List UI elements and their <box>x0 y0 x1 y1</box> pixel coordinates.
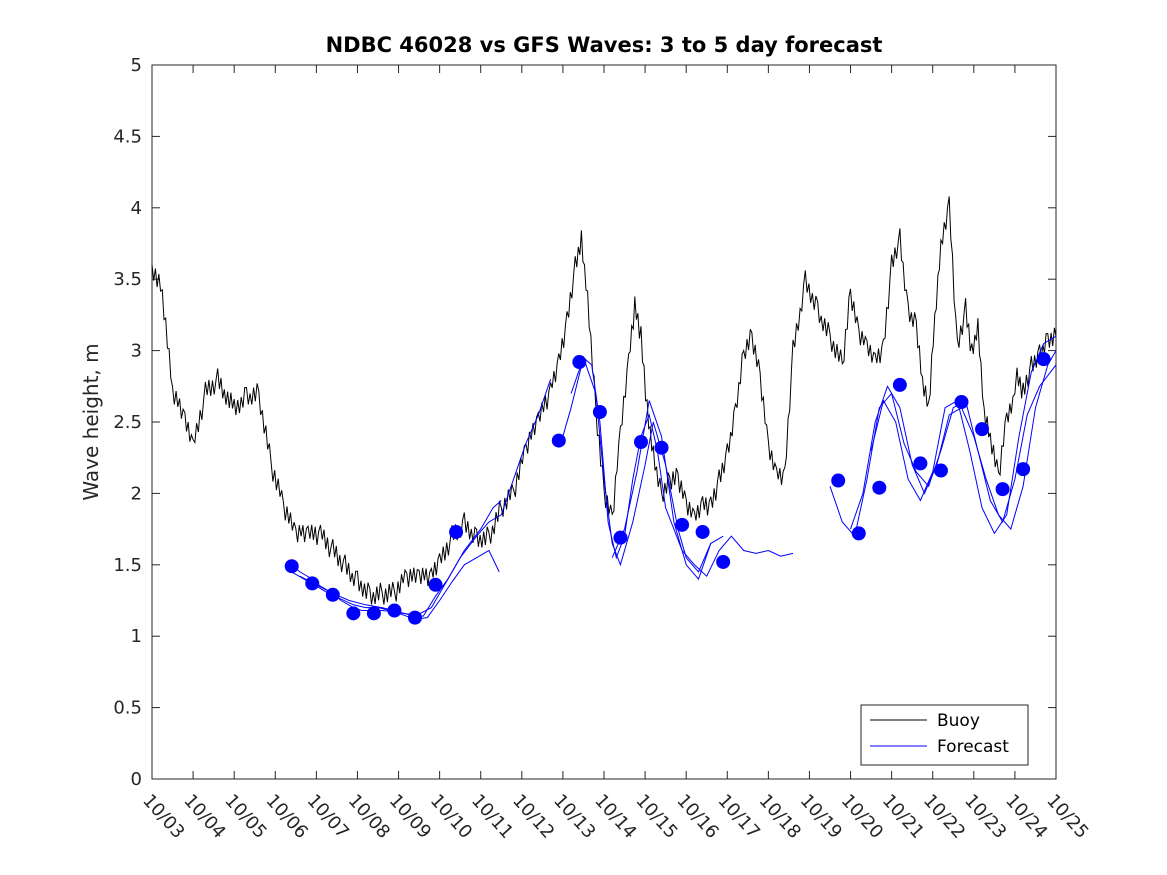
x-tick-label: 10/06 <box>262 790 312 843</box>
forecast-marker <box>284 559 299 574</box>
x-tick-label: 10/25 <box>1042 790 1092 843</box>
x-tick-label: 10/23 <box>960 790 1010 843</box>
series-forecast-line <box>611 400 712 581</box>
legend-forecast-label: Forecast <box>937 737 1009 757</box>
x-tick-label: 10/15 <box>631 790 681 843</box>
y-tick-label: 0.5 <box>113 698 142 719</box>
forecast-marker <box>695 524 710 539</box>
y-tick-label: 3.5 <box>113 269 142 290</box>
forecast-marker <box>305 576 320 591</box>
series-forecast-line <box>500 379 552 515</box>
forecast-marker <box>449 524 464 539</box>
x-tick-label: 10/09 <box>385 790 435 843</box>
marker-layer <box>284 352 1051 625</box>
y-tick-label: 1.5 <box>113 555 142 576</box>
forecast-marker <box>831 473 846 488</box>
legend: Buoy Forecast <box>860 704 1029 766</box>
x-tick-label: 10/14 <box>590 790 640 843</box>
series-forecast-line <box>829 364 1057 538</box>
x-tick-label: 10/18 <box>755 790 805 843</box>
x-tick-label: 10/16 <box>672 790 722 843</box>
x-tick-label: 10/19 <box>796 790 846 843</box>
forecast-marker <box>366 606 381 621</box>
forecast-marker <box>572 355 587 370</box>
y-tick-label: 0 <box>131 769 142 790</box>
y-axis: 0 0.5 1 1.5 2 2.5 3 3.5 4 4.5 5 <box>113 55 1056 790</box>
x-tick-label: 10/10 <box>426 790 476 843</box>
chart-title: NDBC 46028 vs GFS Waves: 3 to 5 day fore… <box>326 33 883 57</box>
forecast-marker <box>346 606 361 621</box>
forecast-marker <box>613 530 628 545</box>
forecast-marker <box>325 587 340 602</box>
forecast-marker <box>387 603 402 618</box>
x-tick-label: 10/07 <box>303 790 353 843</box>
forecast-marker <box>975 422 990 437</box>
x-tick-label: 10/11 <box>467 790 517 843</box>
series-buoy-line <box>151 196 1057 605</box>
forecast-marker <box>995 482 1010 497</box>
legend-buoy-label: Buoy <box>937 711 980 731</box>
x-tick-label: 10/13 <box>549 790 599 843</box>
forecast-marker <box>851 526 866 541</box>
x-tick-label: 10/17 <box>714 790 764 843</box>
x-tick-label: 10/20 <box>837 790 887 843</box>
series-forecast-line <box>870 335 1057 535</box>
y-tick-label: 1 <box>131 626 142 647</box>
forecast-marker <box>1036 352 1051 367</box>
y-axis-label: Wave height, m <box>79 343 103 500</box>
forecast-marker <box>1016 462 1031 477</box>
y-tick-label: 4 <box>131 198 142 219</box>
forecast-marker <box>551 433 566 448</box>
x-tick-label: 10/05 <box>220 790 270 843</box>
x-tick-label: 10/22 <box>919 790 969 843</box>
forecast-marker <box>407 610 422 625</box>
forecast-marker <box>633 434 648 449</box>
series-forecast-line <box>570 356 724 573</box>
forecast-marker <box>933 463 948 478</box>
forecast-marker <box>892 377 907 392</box>
forecast-marker <box>872 480 887 495</box>
y-tick-label: 4.5 <box>113 126 142 147</box>
forecast-marker <box>675 517 690 532</box>
y-tick-label: 2 <box>131 483 142 504</box>
x-tick-label: 10/03 <box>138 790 188 843</box>
forecast-marker <box>654 440 669 455</box>
forecast-marker <box>592 405 607 420</box>
y-tick-label: 5 <box>131 55 142 76</box>
forecast-marker <box>913 456 928 471</box>
y-tick-label: 2.5 <box>113 412 142 433</box>
x-tick-label: 10/08 <box>344 790 394 843</box>
forecast-marker <box>954 395 969 410</box>
forecast-marker <box>716 554 731 569</box>
x-tick-label: 10/24 <box>1001 790 1051 843</box>
x-tick-label: 10/21 <box>878 790 928 843</box>
x-tick-label: 10/12 <box>508 790 558 843</box>
plot-area <box>151 64 1057 780</box>
legend-box <box>860 704 1029 766</box>
x-tick-label: 10/04 <box>179 790 229 843</box>
forecast-marker <box>428 577 443 592</box>
y-tick-label: 3 <box>131 341 142 362</box>
